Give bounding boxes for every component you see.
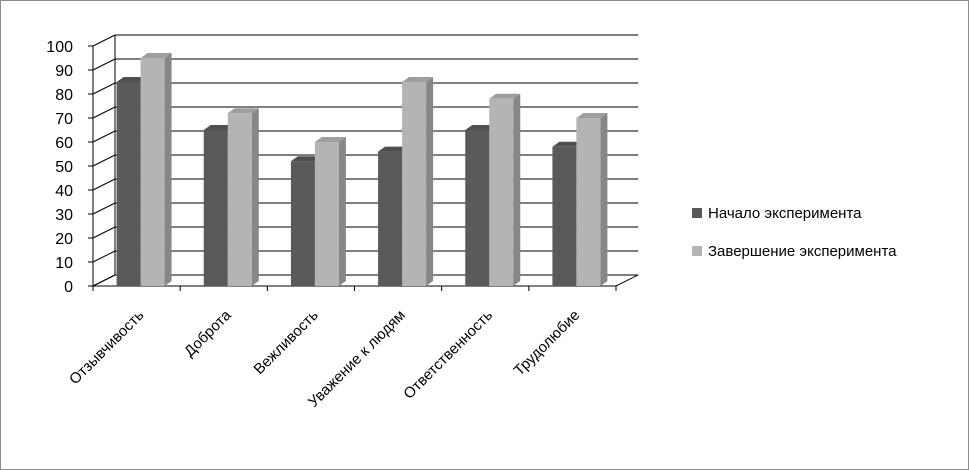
bar-top [140,53,172,58]
legend-label: Начало эксперимента [708,205,862,222]
x-tick-label: Ответственность [400,307,496,403]
y-tick-label: 30 [55,207,73,224]
y-tick-label: 40 [55,183,73,200]
x-tick-label: Трудолюбие [511,307,584,380]
bar-front [203,130,228,286]
legend-entry: Начало эксперимента [692,205,862,222]
bar-side [426,77,434,286]
gridline-side [92,154,116,167]
x-tick-label: Отзывчивость [66,307,147,388]
legend-label: Завершение эксперимента [708,243,897,260]
y-tick-label: 70 [55,111,73,128]
bar-front [489,98,514,286]
gridlines [92,34,638,287]
bar-front [378,151,403,286]
bar-top [489,93,521,99]
bar-top [314,137,346,142]
bar-side [164,53,172,286]
gridline-side [92,226,116,239]
legend-swatch [692,208,702,218]
bar-top [290,156,322,162]
y-axis-ticks: 0 10 20 30 40 50 60 70 80 90 100 [46,39,93,296]
bar-front [116,82,141,286]
bar-front [227,113,252,286]
gridline-side [92,82,116,95]
bar-top [378,146,410,152]
bar-side [338,137,346,286]
bar-top [116,77,148,82]
bar-front [290,161,315,286]
bar-front [314,142,339,286]
y-tick-label: 60 [55,135,73,152]
bar [489,93,521,286]
bar-side [251,108,259,286]
y-tick-label: 0 [64,279,73,296]
bar [576,113,608,286]
bar-top [552,141,584,147]
y-tick-label: 10 [55,255,73,272]
gridline-side [92,274,116,287]
y-tick-label: 80 [55,87,73,104]
gridline-side [92,130,116,143]
x-tick-label: Доброта [181,306,235,360]
gridline-side [92,250,116,263]
gridline-side [92,106,116,119]
y-tick-label: 50 [55,159,73,176]
bar-side [513,93,521,286]
bars [116,53,608,286]
bar-front [402,82,427,286]
legend-entry: Завершение эксперимента [692,243,897,260]
y-tick-label: 100 [46,39,73,56]
y-tick-label: 20 [55,231,73,248]
y-tick-label: 90 [55,63,73,80]
bar-top [402,77,434,82]
gridline-side [92,178,116,191]
bar-top [227,108,259,114]
bar-front [552,146,577,286]
bar [227,108,259,286]
bar [140,53,172,286]
bar-front [576,118,601,286]
bar-front [465,130,490,286]
gridline-side [92,58,116,71]
gridline-side [92,202,116,215]
bar-top [465,125,497,130]
bar-top [203,125,235,130]
bar-side [600,113,608,286]
x-tick-label: Уважение к людям [305,307,409,411]
bar [402,77,434,286]
x-tick-label: Вежливость [251,307,322,378]
bar [314,137,346,286]
bar-front [140,58,165,286]
bar-top [576,113,608,118]
legend-swatch [692,246,702,256]
gridline-side [92,34,116,47]
legend: Начало эксперимента Завершение эксперимен… [692,205,897,260]
